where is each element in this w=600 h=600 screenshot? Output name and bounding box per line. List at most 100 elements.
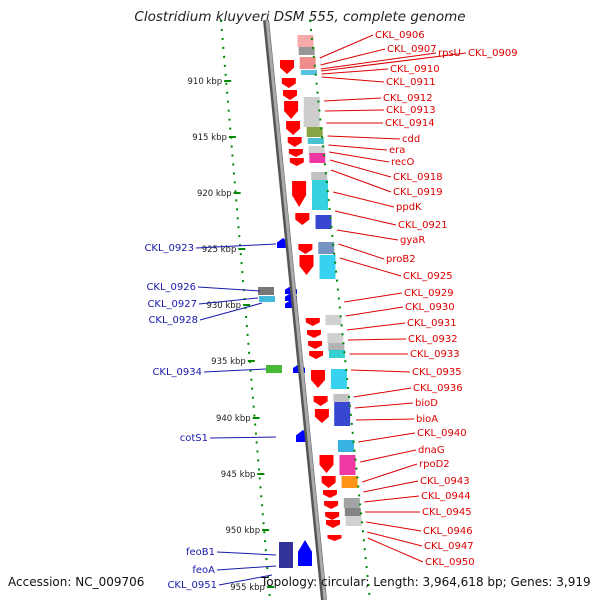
gene-label-CKL_0914[interactable]: CKL_0914 xyxy=(385,118,435,129)
gene-block[interactable] xyxy=(315,215,332,229)
gene-label-CKL_0935[interactable]: CKL_0935 xyxy=(412,367,462,378)
gene-label-CKL_0912[interactable]: CKL_0912 xyxy=(383,93,433,104)
forward-gene-arrow[interactable] xyxy=(321,476,336,488)
forward-gene-arrow[interactable] xyxy=(308,341,323,349)
forward-gene-arrow[interactable] xyxy=(311,370,325,388)
gene-label-CKL_0950[interactable]: CKL_0950 xyxy=(425,557,475,568)
gene-block[interactable] xyxy=(334,402,351,426)
forward-gene-arrow[interactable] xyxy=(327,535,342,541)
gene-block[interactable] xyxy=(318,242,335,254)
gene-label-CKL_0934[interactable]: CKL_0934 xyxy=(152,367,202,378)
gene-label-CKL_0928[interactable]: CKL_0928 xyxy=(148,315,198,326)
gene-label-CKL_0940[interactable]: CKL_0940 xyxy=(417,428,467,439)
forward-gene-arrow[interactable] xyxy=(314,409,329,423)
gene-block[interactable] xyxy=(341,476,358,488)
gene-block[interactable] xyxy=(308,146,325,154)
gene-label-CKL_0910[interactable]: CKL_0910 xyxy=(390,64,440,75)
gene-block[interactable] xyxy=(338,440,354,452)
forward-gene-arrow[interactable] xyxy=(323,490,337,498)
forward-gene-arrow[interactable] xyxy=(319,455,334,473)
gene-block[interactable] xyxy=(299,57,316,69)
gene-label-CKL_0918[interactable]: CKL_0918 xyxy=(393,172,443,183)
gene-label-dnaG[interactable]: dnaG xyxy=(418,445,445,456)
gene-label-CKL_0946[interactable]: CKL_0946 xyxy=(423,526,473,537)
gene-label-ppdK[interactable]: ppdK xyxy=(396,202,422,213)
gene-block[interactable] xyxy=(330,369,347,389)
forward-gene-arrow[interactable] xyxy=(313,396,328,406)
gene-label-CKL_0907[interactable]: CKL_0907 xyxy=(387,44,437,55)
gene-label-CKL_0909[interactable]: CKL_0909 xyxy=(468,48,518,59)
gene-block[interactable] xyxy=(343,498,360,508)
gene-block[interactable] xyxy=(344,508,361,516)
gene-label-CKL_0930[interactable]: CKL_0930 xyxy=(405,302,455,313)
forward-gene-arrow[interactable] xyxy=(283,90,297,100)
forward-gene-arrow[interactable] xyxy=(324,501,339,509)
gene-block[interactable] xyxy=(259,296,275,302)
gene-label-CKL_0926[interactable]: CKL_0926 xyxy=(146,282,196,293)
forward-gene-arrow[interactable] xyxy=(298,244,313,254)
gene-label-CKL_0931[interactable]: CKL_0931 xyxy=(407,318,457,329)
forward-gene-arrow[interactable] xyxy=(292,181,307,207)
gene-label-CKL_0932[interactable]: CKL_0932 xyxy=(408,334,458,345)
gene-label-proB2[interactable]: proB2 xyxy=(386,254,416,265)
gene-block[interactable] xyxy=(329,350,345,358)
gene-label-CKL_0911[interactable]: CKL_0911 xyxy=(386,77,436,88)
gene-block[interactable] xyxy=(306,127,323,137)
forward-gene-arrow[interactable] xyxy=(326,520,340,528)
forward-gene-arrow[interactable] xyxy=(307,330,321,338)
gene-block[interactable] xyxy=(301,70,317,75)
forward-gene-arrow[interactable] xyxy=(280,60,294,74)
gene-label-rpsU[interactable]: rpsU xyxy=(438,48,461,59)
gene-label-CKL_0945[interactable]: CKL_0945 xyxy=(422,507,472,518)
gene-label-feoB1[interactable]: feoB1 xyxy=(186,547,215,558)
gene-label-CKL_0944[interactable]: CKL_0944 xyxy=(421,491,471,502)
gene-label-CKL_0923[interactable]: CKL_0923 xyxy=(144,243,194,254)
gene-block[interactable] xyxy=(325,315,342,325)
gene-label-era[interactable]: era xyxy=(389,145,405,156)
gene-label-CKL_0951[interactable]: CKL_0951 xyxy=(167,580,217,591)
forward-gene-arrow[interactable] xyxy=(289,158,304,166)
gene-block[interactable] xyxy=(333,394,350,402)
gene-label-CKL_0927[interactable]: CKL_0927 xyxy=(147,299,197,310)
gene-label-CKL_0929[interactable]: CKL_0929 xyxy=(404,288,454,299)
forward-gene-arrow[interactable] xyxy=(281,78,296,88)
gene-label-feoA[interactable]: feoA xyxy=(192,565,215,576)
gene-label-rpoD2[interactable]: rpoD2 xyxy=(419,459,450,470)
gene-block[interactable] xyxy=(327,333,344,343)
forward-gene-arrow[interactable] xyxy=(299,255,314,275)
gene-label-CKL_0919[interactable]: CKL_0919 xyxy=(393,187,443,198)
forward-gene-arrow[interactable] xyxy=(286,121,301,135)
gene-label-CKL_0933[interactable]: CKL_0933 xyxy=(410,349,460,360)
gene-block[interactable] xyxy=(279,542,293,568)
gene-block[interactable] xyxy=(298,47,315,55)
forward-gene-arrow[interactable] xyxy=(284,101,299,119)
forward-gene-arrow[interactable] xyxy=(295,213,310,225)
gene-block[interactable] xyxy=(319,255,336,279)
gene-block[interactable] xyxy=(311,172,328,180)
gene-block[interactable] xyxy=(345,516,362,526)
gene-label-recO[interactable]: recO xyxy=(391,157,415,168)
forward-gene-arrow[interactable] xyxy=(305,318,320,326)
gene-label-CKL_0936[interactable]: CKL_0936 xyxy=(413,383,463,394)
gene-block[interactable] xyxy=(339,455,356,475)
gene-block[interactable] xyxy=(297,35,314,47)
gene-block[interactable] xyxy=(309,153,326,163)
gene-block[interactable] xyxy=(312,180,328,210)
forward-gene-arrow[interactable] xyxy=(309,351,324,359)
gene-label-bioD[interactable]: bioD xyxy=(415,398,438,409)
gene-block[interactable] xyxy=(258,287,274,295)
gene-label-CKL_0913[interactable]: CKL_0913 xyxy=(386,105,436,116)
gene-label-CKL_0947[interactable]: CKL_0947 xyxy=(424,541,474,552)
gene-block[interactable] xyxy=(307,138,324,144)
gene-label-CKL_0943[interactable]: CKL_0943 xyxy=(420,476,470,487)
gene-label-CKL_0921[interactable]: CKL_0921 xyxy=(398,220,448,231)
forward-gene-arrow[interactable] xyxy=(325,512,340,520)
reverse-gene-arrow[interactable] xyxy=(298,540,312,566)
gene-block[interactable] xyxy=(303,97,320,127)
gene-label-CKL_0906[interactable]: CKL_0906 xyxy=(375,30,425,41)
forward-gene-arrow[interactable] xyxy=(288,149,303,157)
gene-label-cotS1[interactable]: cotS1 xyxy=(180,433,208,444)
forward-gene-arrow[interactable] xyxy=(287,137,302,147)
gene-label-gyaR[interactable]: gyaR xyxy=(400,235,425,246)
